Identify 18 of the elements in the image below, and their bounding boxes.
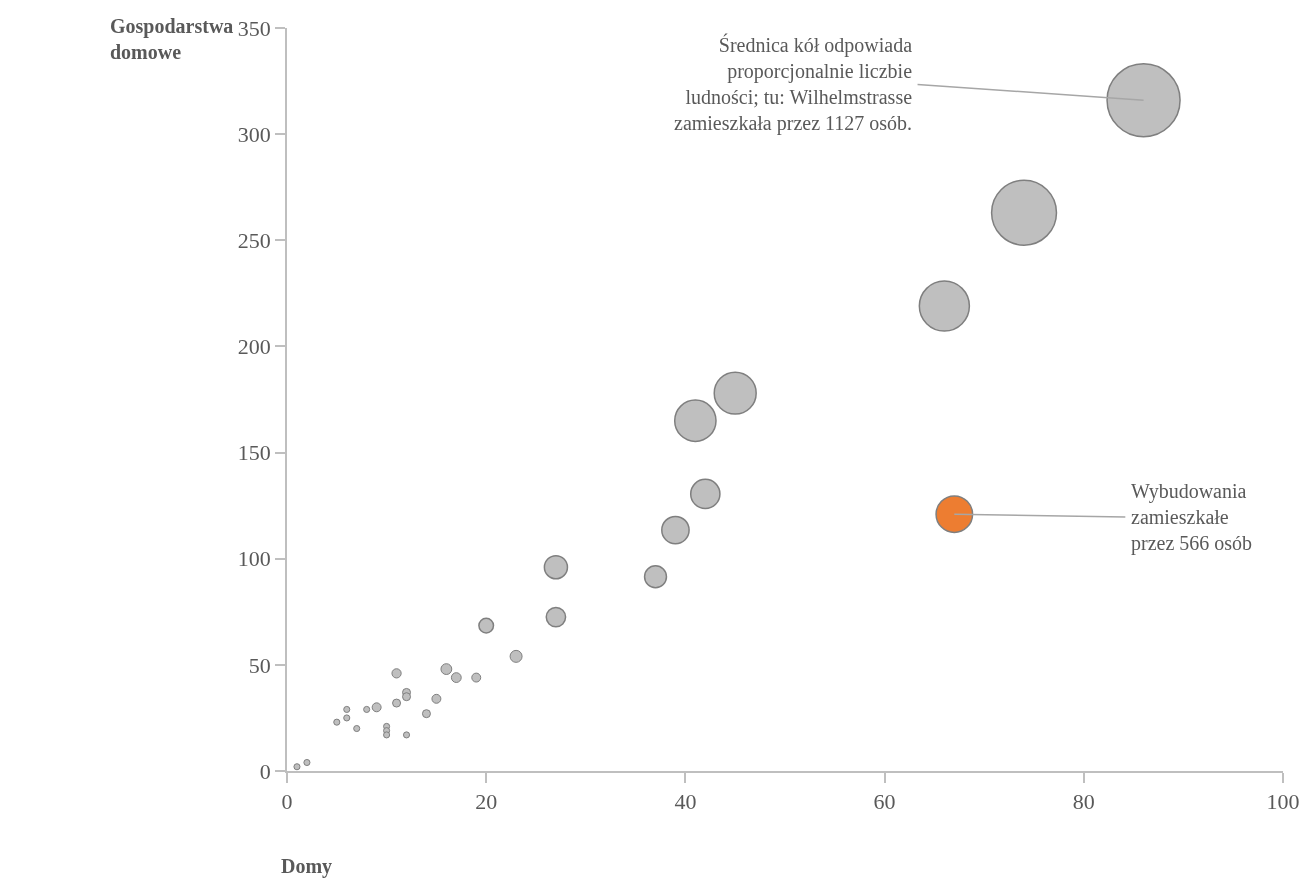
annotation: Średnica kół odpowiada proporcjonalnie liczbie ludności; tu: Wilhelmstrasse zamieszkała przez 1127 osób. (674, 33, 913, 135)
x-tick-label: 100 (1266, 789, 1300, 815)
y-tick-label: 50 (248, 652, 271, 678)
y-tick-label: 350 (237, 15, 271, 41)
y-tick-label: 250 (237, 227, 271, 253)
y-tick-label: 100 (237, 546, 271, 572)
x-tick-label: 40 (674, 789, 697, 815)
x-tick-label: 20 (475, 789, 498, 815)
x-tick-label: 80 (1072, 789, 1095, 815)
x-axis-title: Domy (281, 855, 333, 878)
annotation: Wybudowania zamieszkałe przez 566 osób (1131, 480, 1253, 555)
y-tick-label: 300 (237, 121, 271, 147)
y-tick-label: 200 (237, 334, 271, 360)
y-axis-title: Gospodarstwa domowe (110, 15, 234, 63)
y-tick-label: 0 (259, 758, 271, 784)
y-tick-label: 150 (237, 440, 271, 466)
x-tick-label: 60 (873, 789, 896, 815)
x-tick-label: 0 (281, 789, 293, 815)
